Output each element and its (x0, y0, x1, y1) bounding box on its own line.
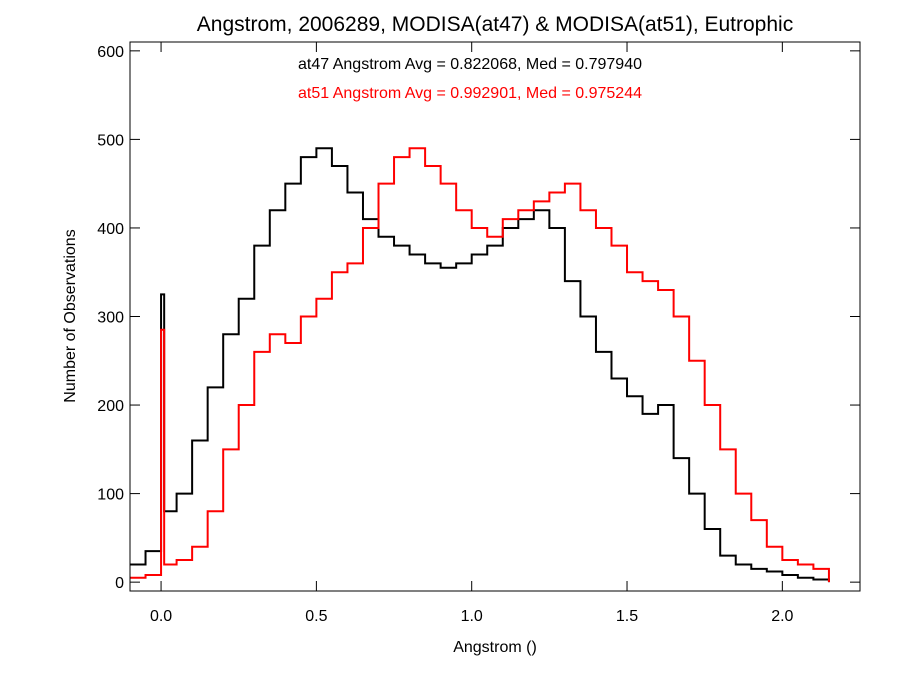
x-tick-label: 1.0 (461, 608, 483, 625)
y-tick-label: 500 (97, 132, 124, 149)
chart-title: Angstrom, 2006289, MODISA(at47) & MODISA… (197, 13, 793, 36)
y-tick-label: 300 (97, 310, 124, 327)
y-axis-label: Number of Observations (62, 229, 79, 402)
y-tick-label: 400 (97, 221, 124, 238)
series-layer (130, 147, 830, 583)
x-tick-label: 1.5 (616, 608, 638, 625)
annotation-at51: at51 Angstrom Avg = 0.992901, Med = 0.97… (298, 85, 642, 102)
x-axis-label: Angstrom () (453, 639, 537, 656)
x-axis: 0.0 0.5 1.0 1.5 2.0 (150, 42, 794, 625)
x-tick-label: 0.0 (150, 608, 172, 625)
x-tick-label: 0.5 (305, 608, 327, 625)
y-tick-label: 0 (115, 575, 124, 592)
series-line-0 (130, 147, 830, 583)
annotation-at47: at47 Angstrom Avg = 0.822068, Med = 0.79… (298, 56, 642, 73)
y-tick-label: 600 (97, 44, 124, 61)
y-tick-label: 200 (97, 398, 124, 415)
y-axis: 0 100 200 300 400 500 600 (97, 44, 860, 592)
x-tick-label: 2.0 (771, 608, 793, 625)
y-tick-label: 100 (97, 487, 124, 504)
series-line-1 (130, 147, 830, 583)
